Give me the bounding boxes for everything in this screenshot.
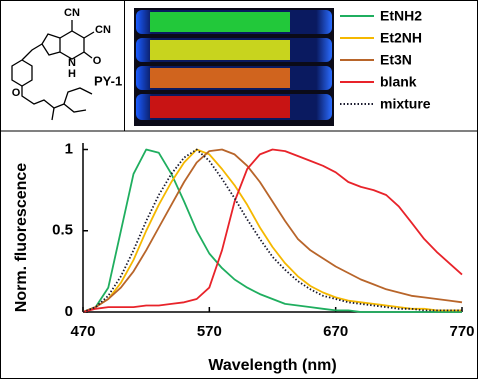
structure-drawing <box>11 20 95 121</box>
x-tick-label: 670 <box>323 323 348 340</box>
series-line <box>82 148 463 313</box>
legend-label: blank <box>380 74 417 90</box>
x-tick-label: 770 <box>449 323 474 340</box>
y-tick-label: 0 <box>65 303 73 320</box>
legend-label: mixture <box>380 96 431 112</box>
series-line <box>82 148 462 313</box>
x-tick-label: 470 <box>70 323 95 340</box>
series-line <box>82 148 462 313</box>
x-tick-label: 570 <box>197 323 222 340</box>
legend-label: Et2NH <box>380 30 422 46</box>
y-axis-title: Norm. fluorescence <box>13 163 30 312</box>
series-line <box>82 148 462 313</box>
compound-label: PY-1 <box>94 73 122 88</box>
vial-photo <box>134 8 334 126</box>
y-tick-label: 0.5 <box>52 222 73 239</box>
atom-label: N <box>68 57 76 69</box>
atom-label: CN <box>95 24 111 36</box>
atom-label: O <box>93 55 102 67</box>
x-axis-title: Wavelength (nm) <box>208 357 336 374</box>
legend-label: Et3N <box>380 52 412 68</box>
legend-label: EtNH2 <box>380 8 422 24</box>
y-tick-label: 1 <box>65 140 73 157</box>
structure-box <box>0 0 125 132</box>
atom-label: CN <box>64 7 80 19</box>
atom-label: O <box>12 87 21 99</box>
atom-label: H <box>68 68 76 80</box>
series-line <box>82 148 463 313</box>
